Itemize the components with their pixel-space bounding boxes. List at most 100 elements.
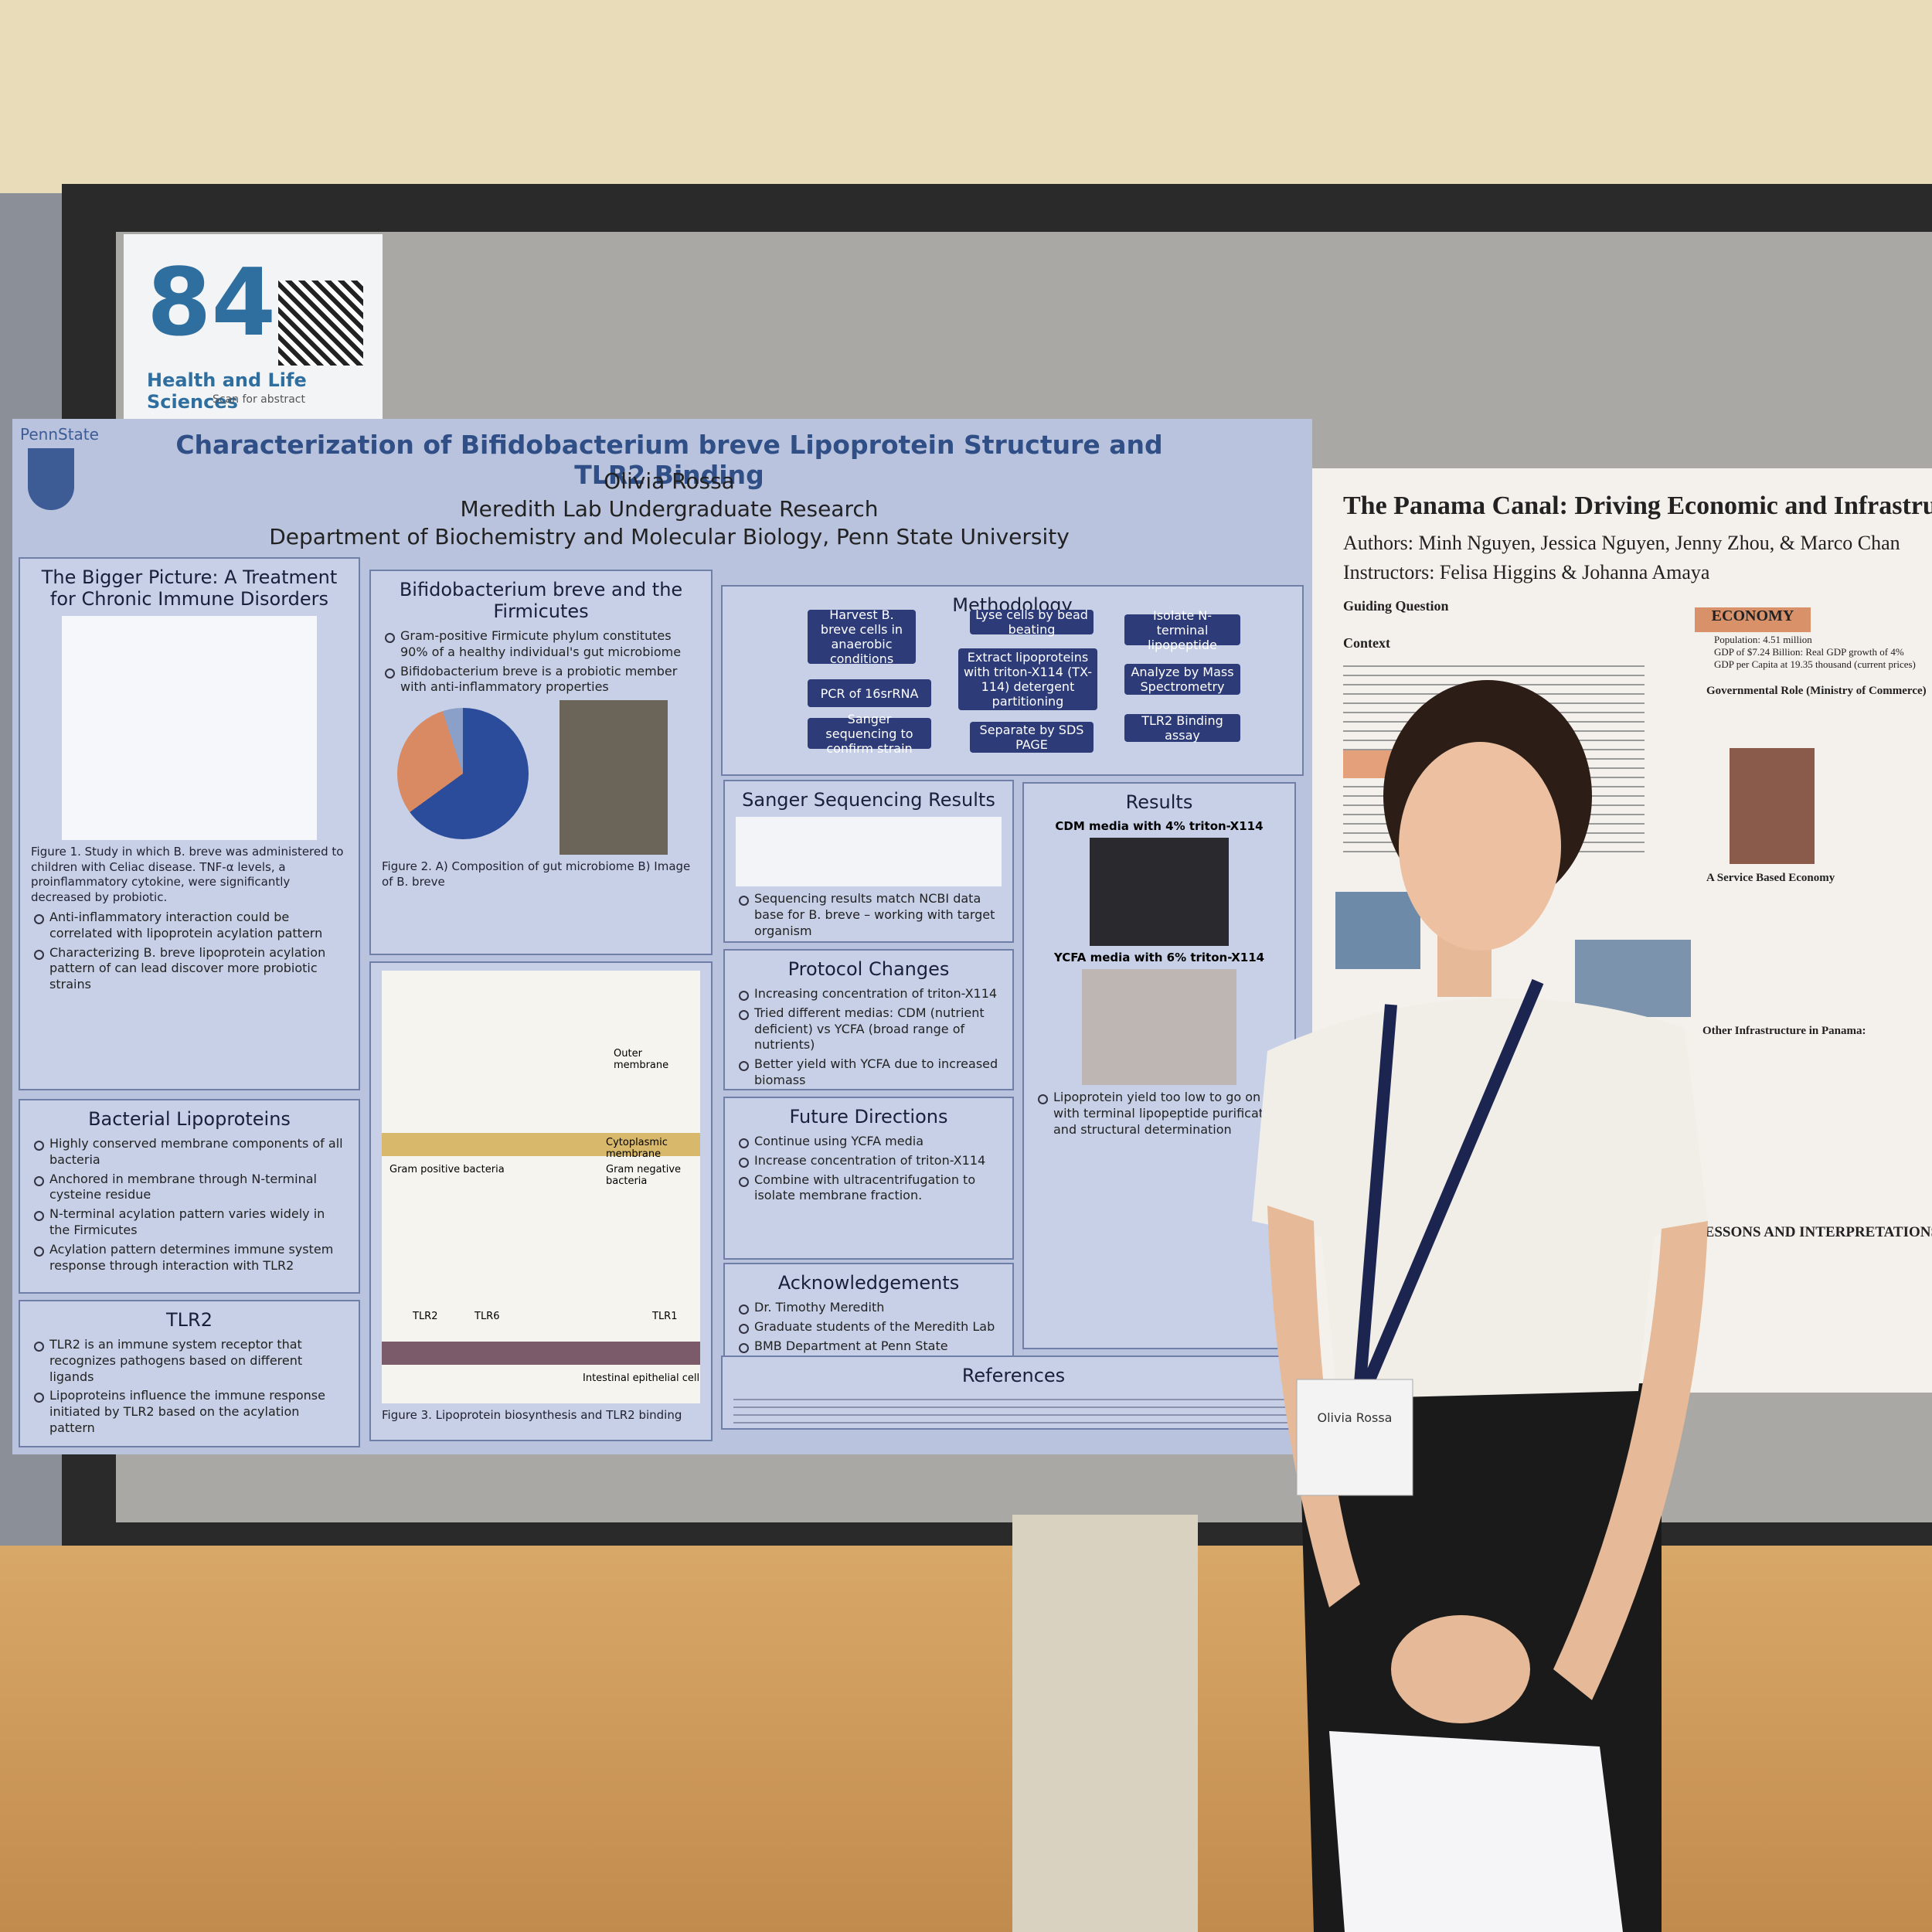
context-heading: Context [1343, 635, 1390, 651]
microscope-image [560, 700, 668, 855]
bullet: Gram-positive Firmicute phylum constitut… [385, 628, 700, 661]
method-step: Analyze by Mass Spectrometry [1124, 664, 1240, 695]
economy-banner: ECONOMY [1695, 607, 1811, 632]
poster-section: Sanger Sequencing Results Sequencing resu… [723, 780, 1014, 943]
epithelial-membrane [382, 1342, 700, 1365]
method-step: PCR of 16srRNA [808, 679, 931, 707]
bullet: Better yield with YCFA due to increased … [739, 1056, 1002, 1089]
poster-author: Olivia Rossa [604, 468, 735, 494]
badge-name: Olivia Rossa [1318, 1410, 1393, 1425]
section-heading: Future Directions [789, 1106, 948, 1128]
bullet: Acylation pattern determines immune syst… [34, 1242, 348, 1274]
bullet: Highly conserved membrane components of … [34, 1136, 348, 1168]
caption: Figure 2. A) Composition of gut microbio… [382, 859, 691, 889]
poster-section: Future Directions Continue using YCFA med… [723, 1097, 1014, 1260]
figure-label: Gram positive bacteria [389, 1164, 505, 1175]
bullet: Continue using YCFA media [739, 1134, 1002, 1150]
face [1399, 742, 1561, 951]
bullet: Combine with ultracentrifugation to isol… [739, 1172, 1002, 1205]
bullet: Tried different medias: CDM (nutrient de… [739, 1005, 1002, 1053]
shirt [1252, 998, 1708, 1399]
figure-1-chart [62, 616, 317, 840]
bullet: Sequencing results match NCBI data base … [739, 891, 1002, 939]
logo-text: PennState [20, 425, 99, 444]
bullet: Dr. Timothy Meredith [739, 1300, 1002, 1316]
bullet: Characterizing B. breve lipoprotein acyl… [34, 945, 348, 993]
section-heading: Sanger Sequencing Results [742, 789, 995, 811]
poster-department: Department of Biochemistry and Molecular… [269, 524, 1070, 549]
figure-label: TLR1 [652, 1311, 678, 1322]
sequence-table [736, 817, 1002, 886]
figure-label: Outer membrane [614, 1048, 669, 1071]
guiding-heading: Guiding Question [1343, 598, 1449, 614]
figure-label: TLR6 [474, 1311, 500, 1322]
bullet: Increase concentration of triton-X114 [739, 1153, 1002, 1169]
lessons-heading: LESSONS AND INTERPRETATIONS [1695, 1224, 1932, 1240]
figure-label: Intestinal epithelial cell [583, 1372, 700, 1384]
section-heading: References [961, 1365, 1066, 1386]
poster2-authors: Authors: Minh Nguyen, Jessica Nguyen, Je… [1343, 532, 1900, 554]
sign-category: Health and Life Sciences [147, 369, 307, 413]
method-step: Harvest B. breve cells in anaerobic cond… [808, 607, 916, 666]
figure-3: Gram positive bacteria Gram negative bact… [382, 971, 700, 1403]
poster2-instructors: Instructors: Felisa Higgins & Johanna Am… [1343, 561, 1710, 583]
section-heading: Acknowledgements [777, 1272, 960, 1294]
economy-item: GDP of $7.24 Billion: Real GDP growth of… [1714, 646, 1904, 658]
method-step: TLR2 Binding assay [1124, 713, 1240, 743]
port-photo [1575, 940, 1691, 1017]
pie-chart [397, 708, 529, 840]
logo-shield [28, 448, 74, 510]
sign: 84 Health and Life Sciences Scan for abs… [124, 234, 383, 420]
caption: Figure 1. Study in which B. breve was ad… [31, 845, 344, 904]
bullet: Increasing concentration of triton-X114 [739, 986, 1002, 1002]
sign-note: Scan for abstract [213, 393, 305, 406]
section-heading: Bifidobacterium breve and the Firmicutes [399, 579, 683, 622]
background-person-legs [1012, 1515, 1198, 1932]
reference-lines [733, 1393, 1294, 1423]
figure-label: Gram negative bacteria [606, 1164, 682, 1187]
bullet: BMB Department at Penn State [739, 1338, 1002, 1355]
bullet: Anchored in membrane through N-terminal … [34, 1172, 348, 1204]
research-poster: PennState Characterization of Bifidobact… [12, 419, 1312, 1454]
caption: Figure 3. Lipoprotein biosynthesis and T… [382, 1408, 682, 1422]
results-subhead: YCFA media with 6% triton-X114 [1053, 951, 1265, 964]
bullet: TLR2 is an immune system receptor that r… [34, 1337, 348, 1385]
poster-section: Gram positive bacteria Gram negative bact… [369, 961, 713, 1441]
section-heading: Protocol Changes [787, 958, 950, 980]
poster-section: Bifidobacterium breve and the Firmicutes… [369, 570, 713, 955]
section-heading: The Bigger Picture: A Treatment for Chro… [41, 566, 338, 610]
poster-section: Protocol Changes Increasing concentration… [723, 949, 1014, 1090]
section-heading: Bacterial Lipoproteins [88, 1108, 291, 1130]
poster-section: Bacterial Lipoproteins Highly conserved m… [19, 1099, 360, 1294]
lanyard [1354, 978, 1544, 1386]
figure-2 [382, 700, 700, 855]
poster-title: Characterization of Bifidobacterium brev… [175, 430, 1163, 490]
method-step: Lyse cells by bead beating [970, 607, 1094, 637]
gel-image [1090, 838, 1229, 946]
bullet: Bifidobacterium breve is a probiotic mem… [385, 664, 700, 696]
bullet: Anti-inflammatory interaction could be c… [34, 910, 348, 942]
canal-photo [1335, 892, 1420, 969]
poster-section: References [721, 1355, 1306, 1430]
infrastructure-heading: Other Infrastructure in Panama: [1702, 1025, 1866, 1037]
right-arm [1553, 1221, 1708, 1700]
government-heading: Governmental Role (Ministry of Commerce) [1706, 685, 1927, 697]
bullet: N-terminal acylation pattern varies wide… [34, 1206, 348, 1239]
section-heading: TLR2 [166, 1309, 213, 1331]
badge [1296, 1379, 1413, 1496]
figure-label: TLR2 [413, 1311, 438, 1322]
poster-section: TLR2 TLR2 is an immune system receptor th… [19, 1300, 360, 1447]
gel-image [1082, 969, 1236, 1085]
service-heading: A Service Based Economy [1706, 872, 1835, 884]
economy-item: GDP per Capita at 19.35 thousand (curren… [1714, 658, 1916, 670]
poster2-title: The Panama Canal: Driving Economic and I… [1343, 492, 1932, 520]
bullet: Lipoproteins influence the immune respon… [34, 1388, 348, 1436]
bullet: Graduate students of the Meredith Lab [739, 1319, 1002, 1335]
poster-section: Results CDM media with 4% triton-X114 YCFA… [1022, 782, 1296, 1349]
economy-list: Population: 4.51 million GDP of $7.24 Bil… [1714, 634, 1932, 671]
poster-lab: Meredith Lab Undergraduate Research [460, 496, 879, 522]
section-heading: Results [1125, 791, 1193, 813]
qr-code [278, 281, 363, 366]
